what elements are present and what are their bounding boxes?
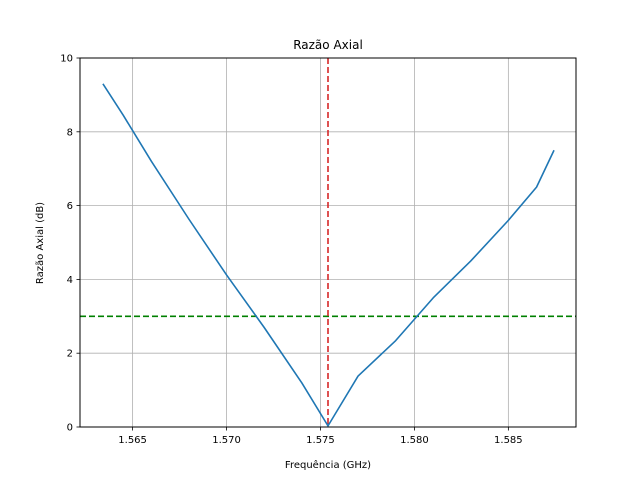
plot-frame xyxy=(79,57,577,428)
x-tick-label: 1.585 xyxy=(494,435,523,446)
x-axis-ticks: 1.565 1.570 1.575 1.580 1.585 xyxy=(118,427,523,446)
x-tick-label: 1.580 xyxy=(400,435,429,446)
y-tick-label: 10 xyxy=(60,54,73,65)
reference-lines xyxy=(80,58,576,427)
y-tick-label: 0 xyxy=(67,423,73,434)
y-tick-label: 6 xyxy=(67,201,73,212)
y-axis-ticks: 0 2 4 6 8 10 xyxy=(60,54,80,434)
x-tick-label: 1.570 xyxy=(212,435,241,446)
x-tick-label: 1.565 xyxy=(118,435,147,446)
y-tick-label: 4 xyxy=(67,275,73,286)
y-tick-label: 2 xyxy=(67,349,73,360)
chart-title: Razão Axial xyxy=(293,38,363,52)
series-group xyxy=(102,83,555,427)
x-axis-label: Frequência (GHz) xyxy=(285,459,371,471)
x-tick-label: 1.575 xyxy=(306,435,335,446)
y-axis-label: Razão Axial (dB) xyxy=(35,202,46,284)
axial-ratio-line xyxy=(102,83,555,427)
y-tick-label: 8 xyxy=(67,127,73,138)
